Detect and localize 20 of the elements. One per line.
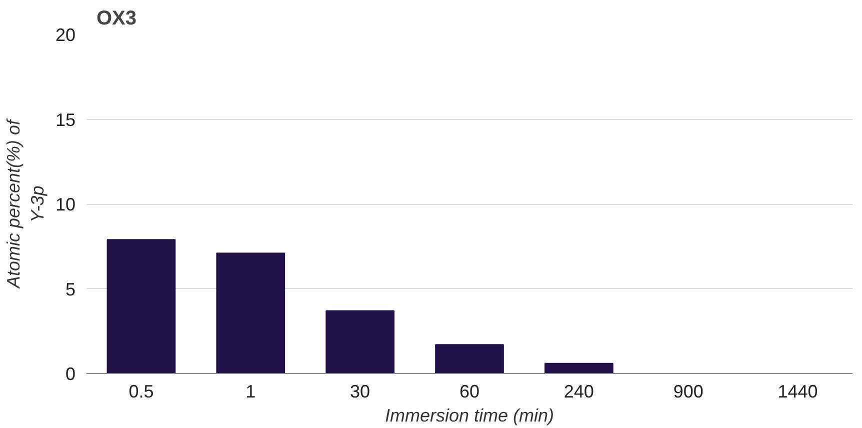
x-tick-label: 30 bbox=[350, 382, 370, 402]
x-axis-title: Immersion time (min) bbox=[384, 406, 554, 426]
x-tick-label: 60 bbox=[459, 382, 480, 402]
x-tick-label: 0.5 bbox=[128, 382, 154, 402]
y-tick-label: 10 bbox=[55, 194, 76, 214]
y-axis-title: Atomic percent(%) of Y-3p bbox=[3, 118, 48, 290]
y-tick-label: 0 bbox=[65, 364, 76, 384]
bar bbox=[326, 310, 394, 374]
y-tick-label: 15 bbox=[55, 110, 76, 130]
y-tick-label: 20 bbox=[55, 25, 76, 45]
chart-title: OX3 bbox=[96, 8, 137, 30]
x-tick-label: 240 bbox=[564, 382, 594, 402]
bar bbox=[106, 239, 176, 374]
bar bbox=[435, 344, 504, 374]
bar bbox=[544, 362, 614, 374]
y-tick-label: 5 bbox=[65, 279, 76, 300]
x-tick-label: 900 bbox=[673, 382, 704, 402]
bar bbox=[216, 252, 286, 374]
x-tick-label: 1 bbox=[246, 382, 256, 402]
x-tick-label: 1440 bbox=[778, 382, 818, 402]
